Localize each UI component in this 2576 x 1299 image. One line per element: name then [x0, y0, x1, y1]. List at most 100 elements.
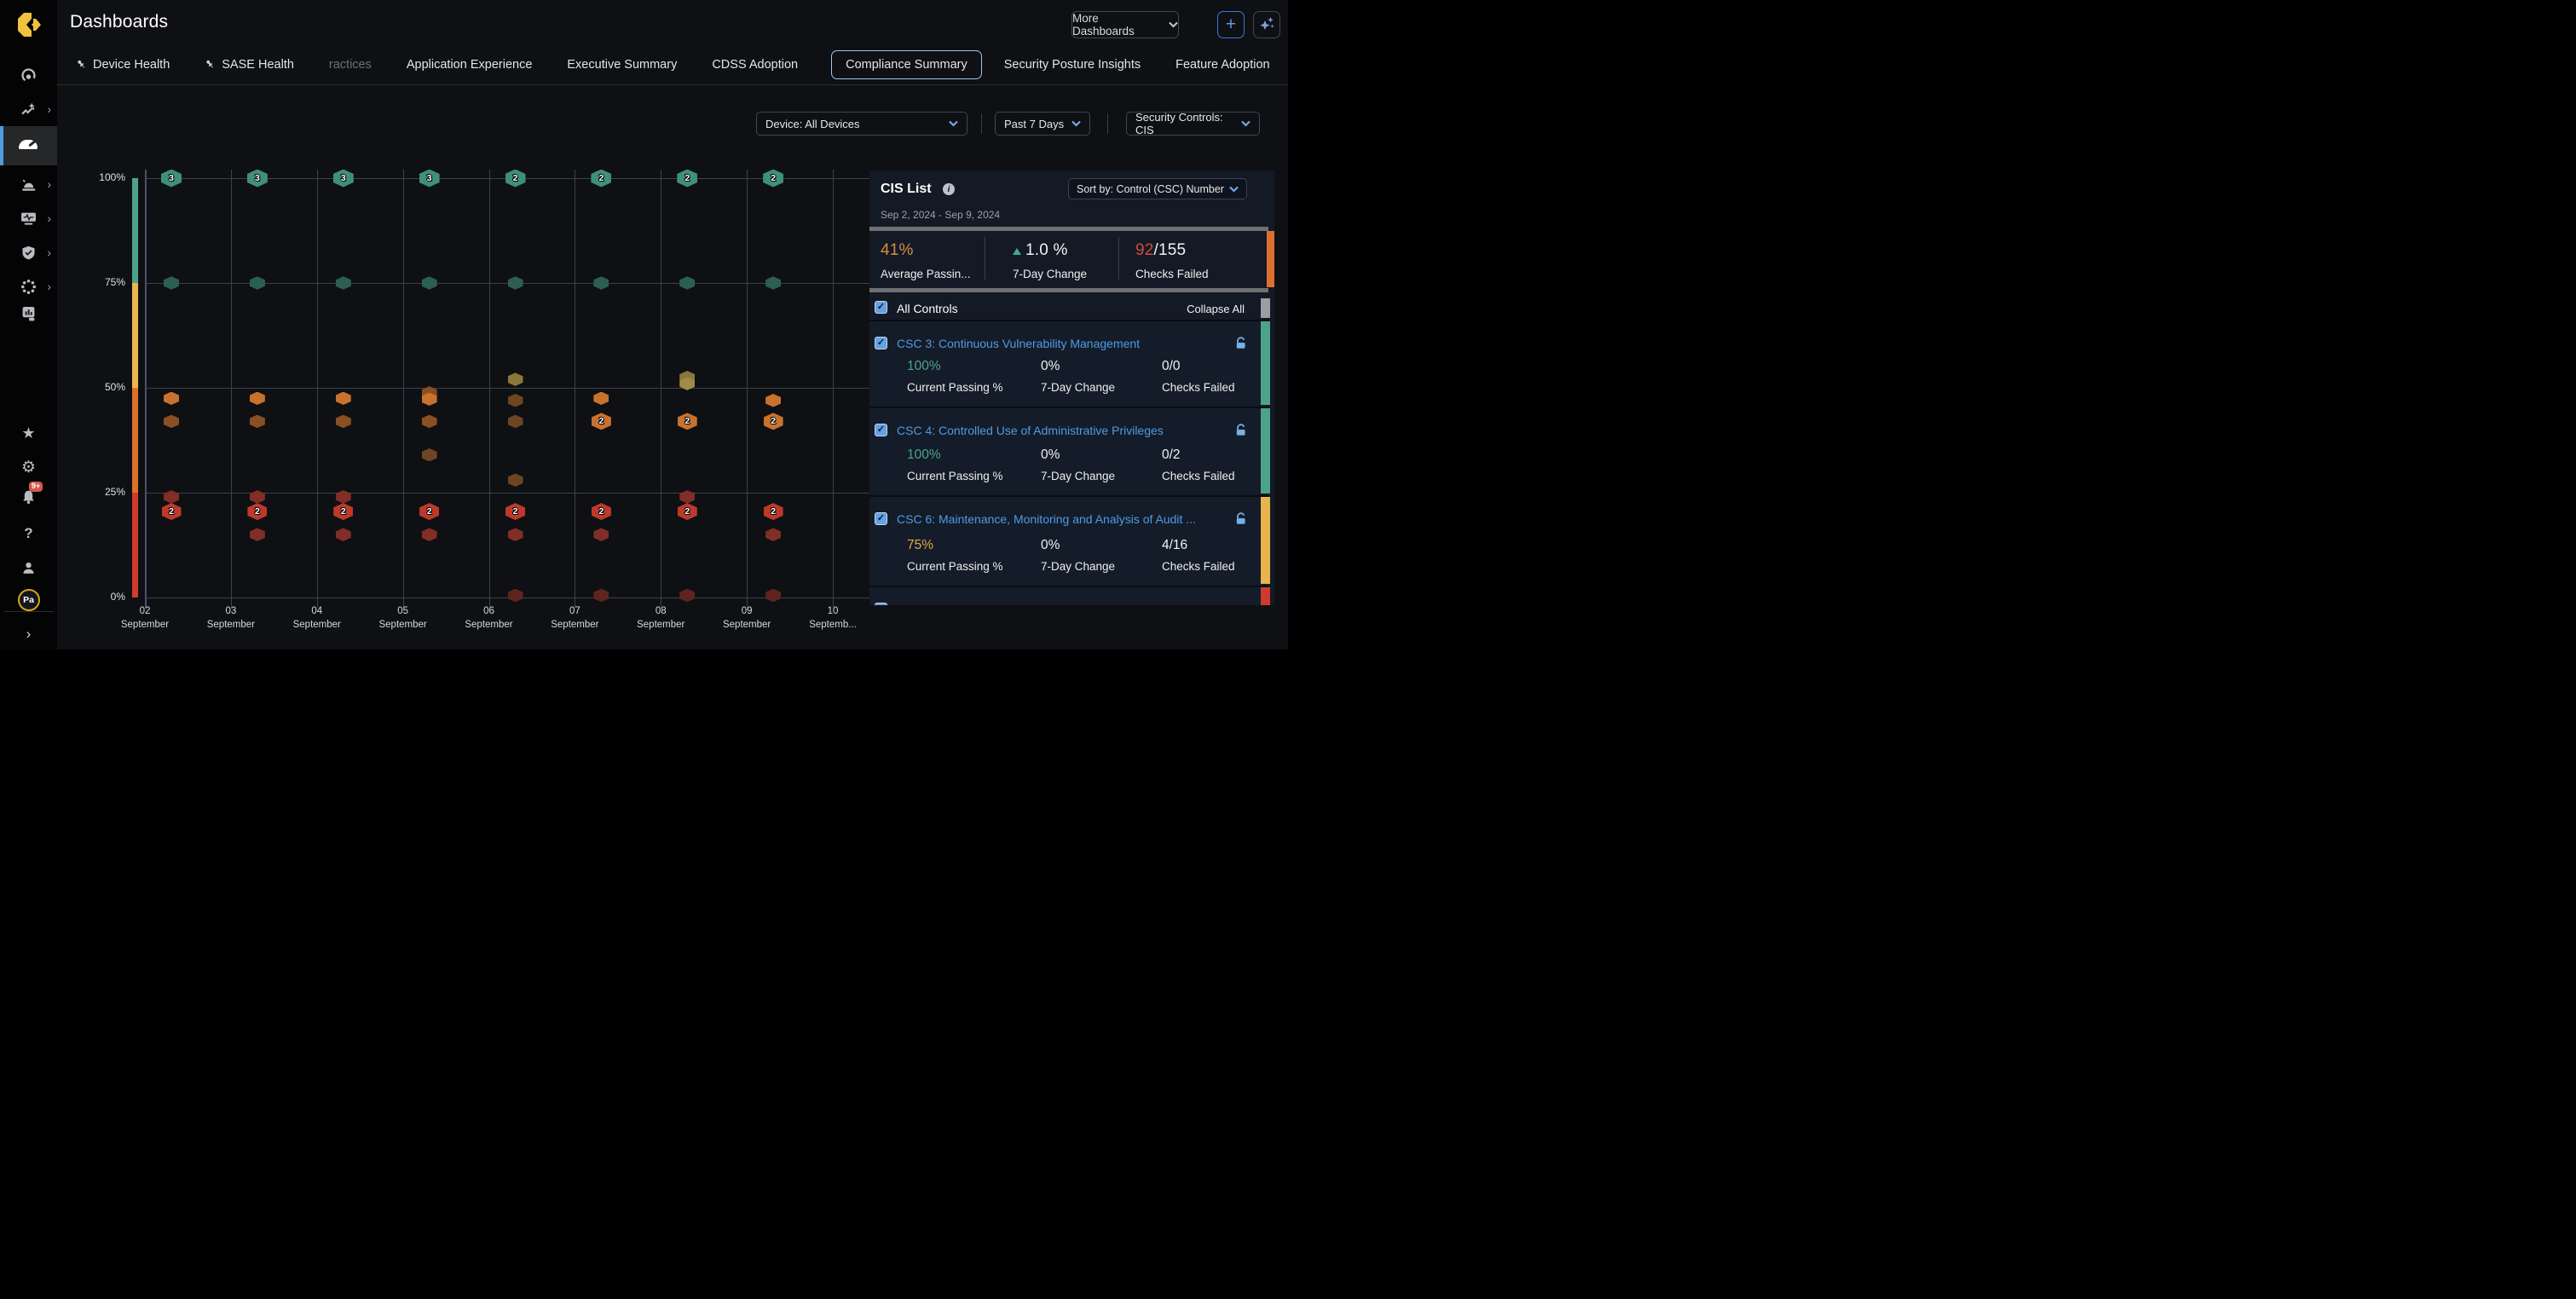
time-range-dropdown[interactable]: Past 7 Days	[995, 112, 1090, 136]
hexagon-datapoint[interactable]	[249, 414, 265, 429]
hexagon-datapoint[interactable]: 2	[763, 503, 783, 521]
hexagon-datapoint[interactable]	[765, 588, 782, 603]
all-controls-checkbox[interactable]: ✓	[875, 301, 887, 314]
hexagon-datapoint[interactable]	[507, 372, 523, 386]
sidebar-item-device-monitor[interactable]: ›	[0, 201, 57, 235]
hexagon-datapoint[interactable]	[249, 276, 265, 290]
sidebar-item-security-posture[interactable]: ›	[0, 235, 57, 269]
hexagon-datapoint[interactable]: 2	[763, 413, 783, 430]
hexagon-datapoint[interactable]	[679, 490, 696, 504]
csc-title-link[interactable]: CSC 6: Maintenance, Monitoring and Analy…	[897, 512, 1196, 526]
hexagon-datapoint[interactable]: 2	[677, 413, 697, 430]
hexagon-datapoint[interactable]: 3	[246, 169, 268, 188]
hexagon-datapoint[interactable]	[249, 528, 265, 541]
csc-checkbox[interactable]: ✓	[875, 337, 887, 349]
hexagon-datapoint[interactable]	[679, 588, 696, 603]
hexagon-datapoint[interactable]: 2	[419, 503, 440, 521]
hexagon-datapoint[interactable]	[335, 528, 351, 541]
ai-assistant-button[interactable]	[1253, 11, 1280, 38]
sidebar-item-reports[interactable]	[0, 297, 57, 331]
hexagon-datapoint[interactable]	[421, 414, 437, 429]
hexagon-datapoint[interactable]: 2	[591, 413, 611, 430]
info-icon[interactable]: i	[943, 183, 955, 195]
tab-application-experience[interactable]: Application Experience	[405, 51, 534, 78]
tab-sase-health[interactable]: SASE Health	[203, 51, 296, 78]
hexagon-datapoint[interactable]	[335, 490, 351, 504]
tab-feature-adoption[interactable]: Feature Adoption	[1174, 51, 1271, 78]
sidebar-item-notifications[interactable]: 9+	[0, 480, 57, 514]
hexagon-datapoint[interactable]	[164, 414, 179, 429]
unlock-icon[interactable]	[1235, 424, 1247, 436]
csc-title-link[interactable]: CSC 3: Continuous Vulnerability Manageme…	[897, 337, 1141, 350]
hexagon-datapoint[interactable]: 2	[591, 503, 611, 521]
hexagon-datapoint[interactable]	[164, 276, 179, 290]
hexagon-datapoint[interactable]	[507, 414, 523, 429]
sidebar-item-command-center[interactable]	[0, 58, 57, 92]
hexagon-datapoint[interactable]	[593, 391, 609, 406]
hexagon-datapoint[interactable]	[765, 276, 782, 290]
hexagon-datapoint[interactable]: 2	[591, 169, 612, 188]
csc-checkbox[interactable]: ✓	[875, 512, 887, 525]
hexagon-datapoint[interactable]	[335, 276, 351, 290]
hexagon-datapoint[interactable]	[507, 473, 523, 487]
hexagon-datapoint[interactable]	[421, 392, 437, 407]
hexagon-datapoint[interactable]	[765, 528, 782, 541]
hexagon-datapoint[interactable]: 2	[763, 169, 784, 188]
sidebar-item-insights[interactable]: ›	[0, 92, 57, 126]
sidebar-expand-button[interactable]: ›	[0, 617, 57, 650]
sort-dropdown[interactable]: Sort by: Control (CSC) Number	[1068, 178, 1247, 199]
add-dashboard-button[interactable]: +	[1217, 11, 1245, 38]
hexagon-datapoint[interactable]: 2	[333, 503, 354, 521]
hexagon-datapoint[interactable]	[507, 588, 523, 603]
hexagon-datapoint[interactable]	[765, 394, 782, 407]
sidebar-item-account[interactable]: Pa	[0, 583, 57, 617]
hexagon-datapoint[interactable]	[421, 447, 437, 462]
hexagon-datapoint[interactable]: 2	[247, 503, 268, 521]
hexagon-datapoint[interactable]	[507, 276, 523, 290]
hexagon-datapoint[interactable]: 2	[677, 503, 697, 521]
sidebar-item-settings[interactable]: ⚙	[0, 450, 57, 484]
hexagon-datapoint[interactable]	[593, 588, 609, 603]
horizontal-scrollbar[interactable]	[869, 227, 1268, 231]
tab-executive-summary[interactable]: Executive Summary	[565, 51, 679, 78]
hexagon-datapoint[interactable]: 2	[161, 503, 182, 521]
sidebar-item-workflows[interactable]: ›	[0, 269, 57, 303]
hexagon-datapoint[interactable]	[249, 391, 265, 406]
hexagon-datapoint[interactable]	[164, 490, 179, 504]
sidebar-item-dashboards[interactable]	[0, 126, 57, 165]
hexagon-datapoint[interactable]	[593, 528, 609, 541]
hexagon-datapoint[interactable]: 3	[419, 169, 440, 188]
hexagon-datapoint[interactable]: 2	[677, 169, 698, 188]
hexagon-datapoint[interactable]: 2	[505, 169, 526, 188]
tab-compliance-summary[interactable]: Compliance Summary	[831, 49, 982, 79]
hexagon-datapoint[interactable]: 3	[332, 169, 354, 188]
hexagon-datapoint[interactable]	[679, 276, 696, 290]
csc-checkbox[interactable]: ✓	[875, 603, 887, 605]
hexagon-datapoint[interactable]	[421, 528, 437, 541]
hexagon-datapoint[interactable]	[249, 490, 265, 504]
security-controls-dropdown[interactable]: Security Controls: CIS	[1126, 111, 1260, 136]
app-logo[interactable]	[0, 8, 57, 42]
sidebar-item-user[interactable]	[0, 551, 57, 585]
sidebar-item-favorites[interactable]: ★	[0, 416, 57, 450]
unlock-icon[interactable]	[1235, 512, 1247, 525]
csc-checkbox[interactable]: ✓	[875, 424, 887, 436]
hexagon-datapoint[interactable]	[335, 391, 351, 406]
hexagon-datapoint[interactable]	[507, 394, 523, 407]
sidebar-item-help[interactable]: ?	[0, 517, 57, 551]
hexagon-datapoint[interactable]: 3	[161, 169, 182, 188]
more-dashboards-button[interactable]: More Dashboards	[1071, 11, 1179, 38]
hexagon-datapoint[interactable]	[335, 414, 351, 429]
tab-best-practices[interactable]: ractices	[327, 51, 373, 78]
hexagon-datapoint[interactable]	[593, 276, 609, 290]
tab-security-posture-insights[interactable]: Security Posture Insights	[1002, 51, 1142, 78]
hexagon-datapoint[interactable]	[164, 391, 179, 406]
hexagon-datapoint[interactable]	[679, 377, 696, 390]
sidebar-item-alerts[interactable]: ›	[0, 167, 57, 201]
tab-device-health[interactable]: Device Health	[74, 51, 171, 78]
device-filter-dropdown[interactable]: Device: All Devices	[756, 112, 967, 136]
hexagon-datapoint[interactable]	[507, 528, 523, 541]
hexagon-datapoint[interactable]	[421, 276, 437, 290]
tab-cdss-adoption[interactable]: CDSS Adoption	[710, 51, 800, 78]
unlock-icon[interactable]	[1235, 337, 1247, 349]
